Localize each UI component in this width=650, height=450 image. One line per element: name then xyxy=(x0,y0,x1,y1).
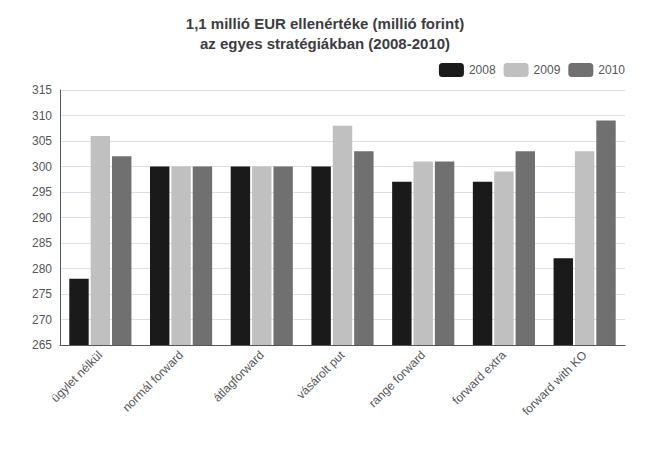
svg-text:310: 310 xyxy=(32,109,52,123)
svg-text:285: 285 xyxy=(32,236,52,250)
svg-text:normál forward: normál forward xyxy=(120,348,186,414)
svg-text:280: 280 xyxy=(32,262,52,276)
svg-text:2008: 2008 xyxy=(469,63,496,77)
svg-text:270: 270 xyxy=(32,313,52,327)
svg-text:300: 300 xyxy=(32,160,52,174)
svg-text:315: 315 xyxy=(32,83,52,97)
svg-text:275: 275 xyxy=(32,287,52,301)
svg-text:290: 290 xyxy=(32,211,52,225)
svg-text:vásárolt put: vásárolt put xyxy=(294,348,348,402)
svg-text:átlagforward: átlagforward xyxy=(210,348,267,405)
svg-text:2010: 2010 xyxy=(598,63,625,77)
svg-text:ügylet nélkül: ügylet nélkül xyxy=(48,348,105,405)
svg-text:265: 265 xyxy=(32,338,52,352)
svg-text:1,1 millió EUR ellenértéke (mi: 1,1 millió EUR ellenértéke (millió forin… xyxy=(186,15,464,32)
svg-text:forward with KO: forward with KO xyxy=(519,348,589,418)
svg-text:forward extra: forward extra xyxy=(450,348,510,408)
svg-text:305: 305 xyxy=(32,134,52,148)
svg-text:range forward: range forward xyxy=(366,348,428,410)
svg-text:295: 295 xyxy=(32,185,52,199)
svg-text:az egyes stratégiákban (2008-2: az egyes stratégiákban (2008-2010) xyxy=(200,35,450,52)
svg-text:2009: 2009 xyxy=(534,63,561,77)
